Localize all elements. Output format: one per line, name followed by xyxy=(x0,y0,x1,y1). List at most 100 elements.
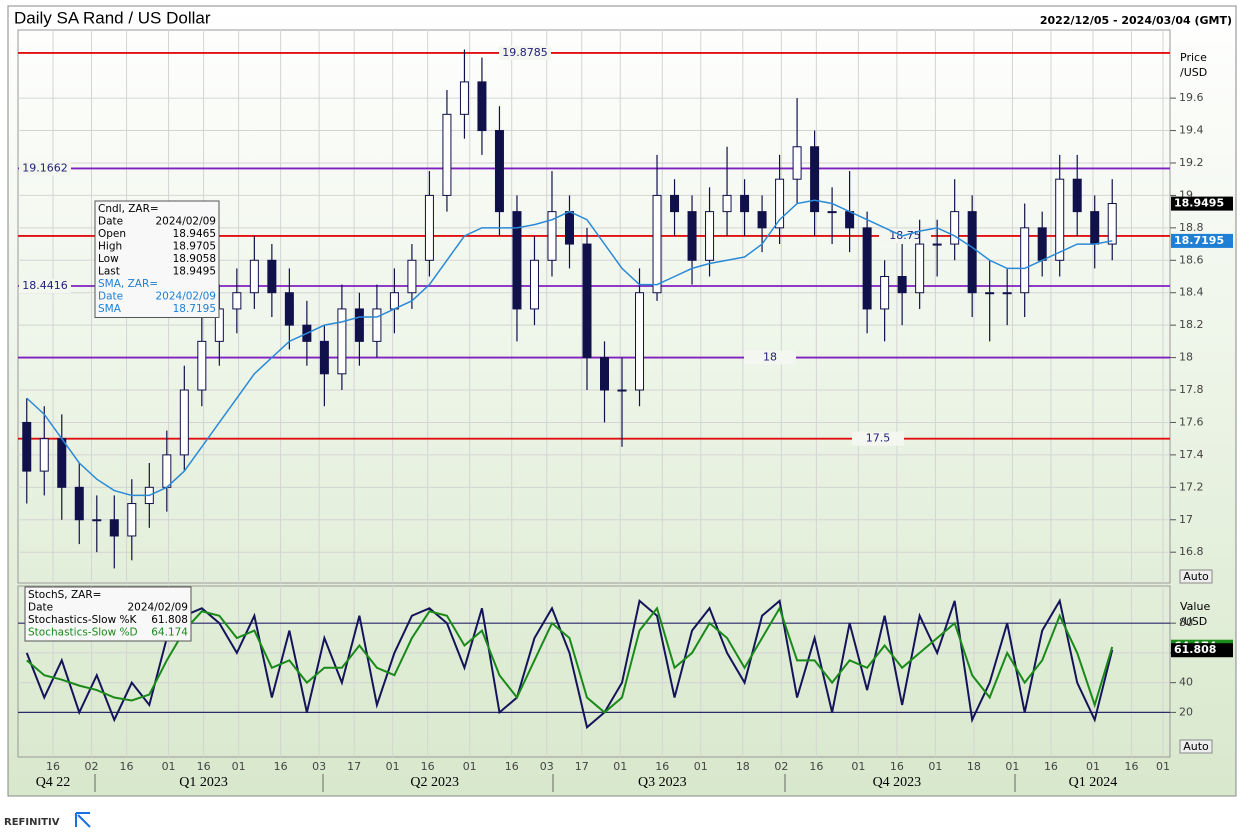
candle-body xyxy=(424,194,434,261)
candle-body xyxy=(319,340,329,375)
x-tick-label: 01 xyxy=(1086,760,1100,773)
candle-body xyxy=(372,308,382,342)
value-tag xyxy=(1171,233,1233,248)
y-tick-label: 18.8 xyxy=(1179,221,1204,234)
x-tick-label: 18 xyxy=(736,760,750,773)
candle-body xyxy=(880,275,890,310)
candle-body xyxy=(635,292,645,391)
candle-body xyxy=(687,211,697,261)
y-tick-label: 17.2 xyxy=(1179,480,1204,493)
x-tick-label: 01 xyxy=(463,760,477,773)
x-tick-label: 01 xyxy=(613,760,627,773)
y-axis-label: /USD xyxy=(1180,615,1207,628)
candle-body xyxy=(74,486,84,521)
candle-body xyxy=(705,211,715,261)
y-tick-label: 18.4 xyxy=(1179,286,1204,299)
level-label-bg xyxy=(19,278,71,293)
auto-label[interactable]: Auto xyxy=(1183,740,1209,753)
info-value: 18.9465 xyxy=(173,228,216,240)
y-tick-label: 40 xyxy=(1179,676,1193,689)
candle-body xyxy=(985,292,995,295)
quarter-label: Q3 2023 xyxy=(638,775,687,790)
x-tick-label: 17 xyxy=(575,760,589,773)
info-label: SMA xyxy=(98,303,122,315)
info-value: 18.7195 xyxy=(173,303,216,315)
info-value: 2024/02/09 xyxy=(155,216,216,228)
candle-body xyxy=(967,211,977,294)
candle-body xyxy=(249,259,259,294)
level-label: 17.5 xyxy=(866,432,891,445)
candle-body xyxy=(512,211,522,310)
info-label: Open xyxy=(98,228,126,240)
level-label: 18.4416 xyxy=(22,279,68,292)
x-tick-label: 01 xyxy=(386,760,400,773)
candle-body xyxy=(740,194,750,213)
y-tick-label: 17.6 xyxy=(1179,415,1204,428)
level-label-bg xyxy=(852,431,904,446)
candle-body xyxy=(459,81,469,115)
x-tick-label: 16 xyxy=(1044,760,1058,773)
x-tick-label: 16 xyxy=(1124,760,1138,773)
candle-body xyxy=(1020,227,1030,294)
info-label: Stochastics-Slow %D xyxy=(28,627,138,639)
candle-body xyxy=(600,357,610,391)
quarter-label: Q4 2023 xyxy=(873,775,922,790)
stoch-line xyxy=(26,605,1114,714)
candle-body xyxy=(162,454,172,488)
info-value: 64.174 xyxy=(151,627,188,639)
info-label: High xyxy=(98,241,122,253)
footer-brand: REFINITIV xyxy=(4,817,60,828)
value-tag-label: 18.7195 xyxy=(1174,234,1224,247)
x-tick-label: 01 xyxy=(694,760,708,773)
candle-body xyxy=(477,81,487,132)
candle-body xyxy=(109,519,119,537)
candle-body xyxy=(127,503,137,537)
candle-body xyxy=(862,227,872,310)
candle-body xyxy=(582,243,592,359)
candle-body xyxy=(1002,292,1012,295)
level-label-bg xyxy=(499,45,551,60)
candle-body xyxy=(810,146,820,213)
x-tick-label: 16 xyxy=(120,760,134,773)
auto-label[interactable]: Auto xyxy=(1183,570,1209,583)
sma-line xyxy=(26,199,1113,497)
candle-body xyxy=(757,211,767,229)
candle-body xyxy=(950,211,960,245)
stoch-panel xyxy=(17,585,1171,758)
candle-body xyxy=(22,421,32,472)
auto-button[interactable] xyxy=(1179,569,1213,584)
quarter-label: Q1 2024 xyxy=(1069,775,1118,790)
info-label: Stochastics-Slow %K xyxy=(28,614,138,626)
info-label: StochS, ZAR= xyxy=(28,589,101,601)
x-tick-label: 03 xyxy=(540,760,554,773)
candle-body xyxy=(932,243,942,246)
candle-body xyxy=(494,130,504,213)
x-tick-label: 16 xyxy=(46,760,60,773)
candle-body xyxy=(407,259,417,294)
candle-body xyxy=(547,211,557,261)
candle-body xyxy=(652,194,662,294)
y-tick-label: 19.4 xyxy=(1179,124,1204,137)
auto-button[interactable] xyxy=(1179,739,1213,754)
x-tick-label: 18 xyxy=(967,760,981,773)
candle-body xyxy=(670,194,680,213)
x-tick-label: 16 xyxy=(890,760,904,773)
date-range: 2022/12/05 - 2024/03/04 (GMT) xyxy=(1040,14,1232,27)
candle-body xyxy=(442,113,452,196)
brand-icon xyxy=(75,812,91,828)
x-tick-label: 02 xyxy=(774,760,788,773)
quarter-label: Q2 2023 xyxy=(410,775,459,790)
y-tick-label: 16.8 xyxy=(1179,545,1204,558)
candle-body xyxy=(92,519,102,522)
candle-body xyxy=(529,259,539,310)
candle-body xyxy=(827,211,837,214)
x-tick-label: 17 xyxy=(347,760,361,773)
candle-body xyxy=(337,308,347,375)
info-value: 61.808 xyxy=(151,614,188,626)
value-tag xyxy=(1171,196,1233,211)
value-tag-label: 61.808 xyxy=(1174,643,1216,656)
price-panel xyxy=(17,29,1171,584)
candle-body xyxy=(1107,203,1117,245)
y-axis-label: /USD xyxy=(1180,66,1207,79)
